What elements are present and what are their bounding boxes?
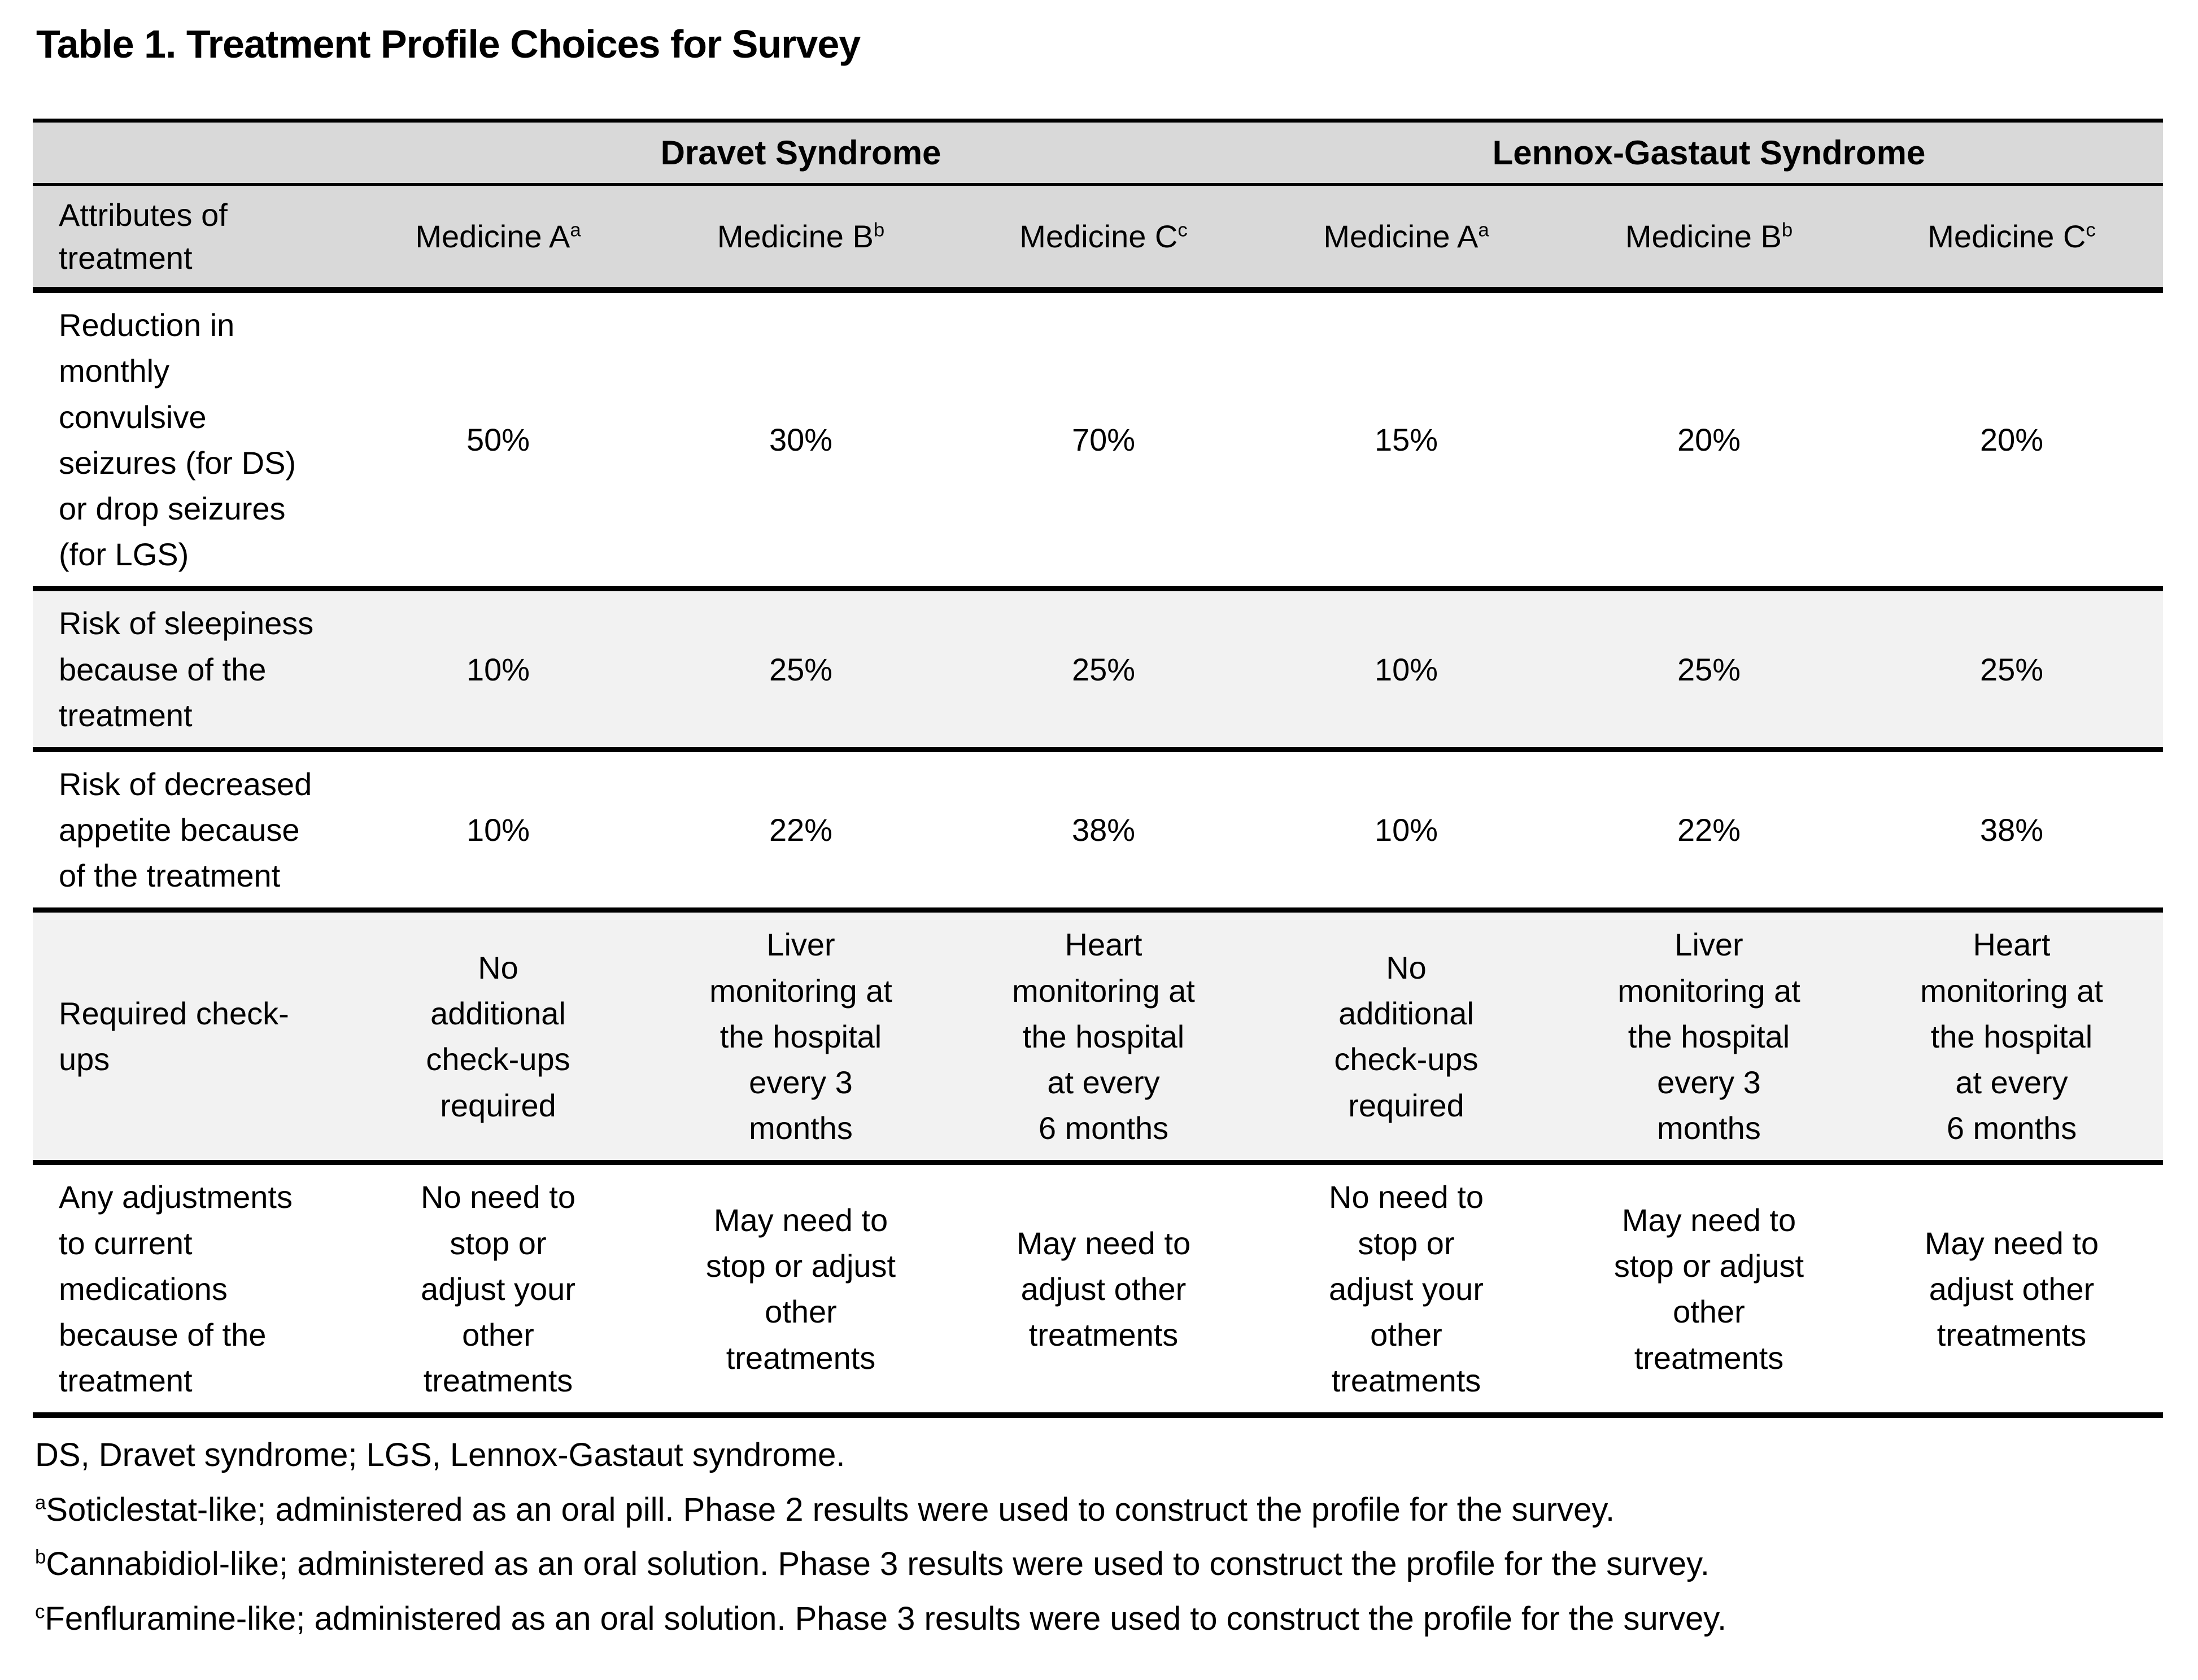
value-cell: 20%	[1558, 290, 1860, 592]
value-cell: May need to adjust other treatments	[1860, 1162, 2164, 1419]
value-cell: 10%	[1255, 749, 1558, 913]
value-cell: 25%	[649, 588, 952, 752]
footnote-text: Soticlestat-like; administered as an ora…	[46, 1491, 1615, 1528]
value-cell: Heart monitoring at the hospital at ever…	[952, 910, 1255, 1166]
value-cell: May need to stop or adjust other treatme…	[649, 1162, 952, 1419]
medicine-name: Medicine C	[1019, 218, 1178, 254]
table-row-appetite-risk: Risk of decreased appetite because of th…	[33, 749, 2164, 913]
footnote-marker: b	[1781, 219, 1793, 241]
corner-cell	[33, 120, 347, 186]
footnote-marker: c	[1178, 219, 1188, 241]
attribute-cell: Risk of decreased appetite because of th…	[33, 749, 347, 913]
medicine-name: Medicine B	[717, 218, 874, 254]
value-cell: 15%	[1255, 290, 1558, 592]
value-cell: 38%	[952, 749, 1255, 913]
medicine-name: Medicine A	[415, 218, 570, 254]
table-row-sleepiness-risk: Risk of sleepiness because of the treatm…	[33, 588, 2164, 752]
footnote-a: aSoticlestat-like; administered as an or…	[35, 1490, 2165, 1531]
footnote-marker: a	[1478, 219, 1489, 241]
medicine-header-ds-a: Medicine Aa	[347, 184, 649, 294]
medicine-name: Medicine B	[1625, 218, 1782, 254]
treatment-profile-table: Dravet Syndrome Lennox-Gastaut Syndrome …	[33, 119, 2164, 1419]
medicine-header-lgs-c: Medicine Cc	[1860, 184, 2164, 294]
footnote-b: bCannabidiol-like; administered as an or…	[35, 1544, 2165, 1585]
value-cell: 25%	[1558, 588, 1860, 752]
footnote-marker: b	[35, 1546, 46, 1568]
footnote-text: Fenfluramine-like; administered as an or…	[45, 1600, 1727, 1637]
footnote-abbreviations: DS, Dravet syndrome; LGS, Lennox-Gastaut…	[35, 1435, 2165, 1476]
table-row-seizure-reduction: Reduction in monthly convulsive seizures…	[33, 290, 2164, 592]
footnote-c: cFenfluramine-like; administered as an o…	[35, 1599, 2165, 1640]
value-cell: 25%	[952, 588, 1255, 752]
attribute-cell: Required check- ups	[33, 910, 347, 1166]
value-cell: No need to stop or adjust your other tre…	[347, 1162, 649, 1419]
value-cell: Liver monitoring at the hospital every 3…	[649, 910, 952, 1166]
attribute-cell: Any adjustments to current medications b…	[33, 1162, 347, 1419]
medicine-name: Medicine C	[1927, 218, 2086, 254]
value-cell: 22%	[649, 749, 952, 913]
value-cell: 30%	[649, 290, 952, 592]
value-cell: Liver monitoring at the hospital every 3…	[1558, 910, 1860, 1166]
value-cell: 10%	[1255, 588, 1558, 752]
value-cell: 38%	[1860, 749, 2164, 913]
value-cell: 10%	[347, 588, 649, 752]
value-cell: May need to adjust other treatments	[952, 1162, 1255, 1419]
value-cell: 25%	[1860, 588, 2164, 752]
value-cell: May need to stop or adjust other treatme…	[1558, 1162, 1860, 1419]
page: Table 1. Treatment Profile Choices for S…	[33, 22, 2165, 1639]
value-cell: 10%	[347, 749, 649, 913]
footnote-marker: a	[570, 219, 581, 241]
footnote-marker: c	[35, 1600, 45, 1623]
group-header-dravet: Dravet Syndrome	[347, 120, 1255, 186]
medicine-name: Medicine A	[1323, 218, 1479, 254]
attribute-cell: Reduction in monthly convulsive seizures…	[33, 290, 347, 592]
footnote-marker: c	[2086, 219, 2096, 241]
attributes-header: Attributes of treatment	[33, 184, 347, 294]
footnote-text: Cannabidiol-like; administered as an ora…	[46, 1546, 1709, 1583]
medicine-header-row: Attributes of treatment Medicine Aa Medi…	[33, 184, 2164, 294]
value-cell: 50%	[347, 290, 649, 592]
value-cell: No need to stop or adjust your other tre…	[1255, 1162, 1558, 1419]
footnote-marker: a	[35, 1491, 46, 1514]
table-row-medication-adjustments: Any adjustments to current medications b…	[33, 1162, 2164, 1419]
table-row-required-checkups: Required check- ups No additional check-…	[33, 910, 2164, 1166]
medicine-header-ds-b: Medicine Bb	[649, 184, 952, 294]
footnote-marker: b	[873, 219, 885, 241]
value-cell: No additional check-ups required	[1255, 910, 1558, 1166]
medicine-header-lgs-a: Medicine Aa	[1255, 184, 1558, 294]
medicine-header-lgs-b: Medicine Bb	[1558, 184, 1860, 294]
value-cell: 20%	[1860, 290, 2164, 592]
value-cell: 22%	[1558, 749, 1860, 913]
footnotes: DS, Dravet syndrome; LGS, Lennox-Gastaut…	[35, 1435, 2165, 1639]
value-cell: Heart monitoring at the hospital at ever…	[1860, 910, 2164, 1166]
group-header-lennox-gastaut: Lennox-Gastaut Syndrome	[1255, 120, 2164, 186]
page-title: Table 1. Treatment Profile Choices for S…	[36, 22, 861, 66]
footnote-text: DS, Dravet syndrome; LGS, Lennox-Gastaut…	[35, 1437, 845, 1474]
value-cell: 70%	[952, 290, 1255, 592]
value-cell: No additional check-ups required	[347, 910, 649, 1166]
medicine-header-ds-c: Medicine Cc	[952, 184, 1255, 294]
attribute-cell: Risk of sleepiness because of the treatm…	[33, 588, 347, 752]
syndrome-group-header-row: Dravet Syndrome Lennox-Gastaut Syndrome	[33, 120, 2164, 186]
